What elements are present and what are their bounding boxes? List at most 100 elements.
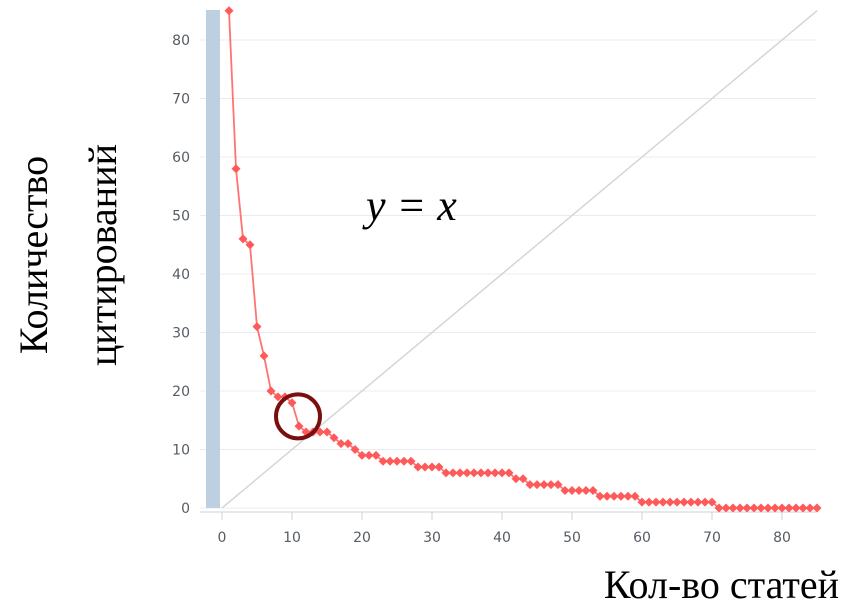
data-point-marker bbox=[497, 468, 507, 478]
data-point-marker bbox=[693, 497, 703, 507]
x-tick-label: 10 bbox=[283, 530, 301, 546]
y-tick-label: 20 bbox=[172, 384, 190, 400]
data-point-marker bbox=[245, 240, 255, 250]
reference-line-y-equals-x bbox=[221, 10, 818, 509]
x-tick-label: 40 bbox=[493, 530, 511, 546]
data-point-marker bbox=[812, 503, 822, 513]
data-point-marker bbox=[294, 421, 304, 431]
data-point-marker bbox=[322, 427, 332, 437]
data-point-marker bbox=[581, 485, 591, 495]
data-point-marker bbox=[728, 503, 738, 513]
data-point-marker bbox=[336, 439, 346, 449]
x-tick-label: 70 bbox=[703, 530, 721, 546]
data-point-marker bbox=[287, 398, 297, 408]
data-point-marker bbox=[616, 491, 626, 501]
data-point-marker bbox=[462, 468, 472, 478]
x-tick-label: 0 bbox=[218, 530, 227, 546]
x-tick-label: 30 bbox=[423, 530, 441, 546]
data-point-marker bbox=[385, 456, 395, 466]
data-point-marker bbox=[448, 468, 458, 478]
data-point-marker bbox=[238, 234, 248, 244]
data-point-marker bbox=[742, 503, 752, 513]
data-point-marker bbox=[798, 503, 808, 513]
data-point-marker bbox=[623, 491, 633, 501]
data-point-marker bbox=[224, 6, 234, 16]
series-markers bbox=[224, 6, 822, 513]
data-point-marker bbox=[770, 503, 780, 513]
data-point-marker bbox=[476, 468, 486, 478]
data-point-marker bbox=[700, 497, 710, 507]
data-point-marker bbox=[343, 439, 353, 449]
data-point-marker bbox=[763, 503, 773, 513]
data-point-marker bbox=[525, 480, 535, 490]
x-tick-label: 80 bbox=[773, 530, 791, 546]
data-point-marker bbox=[714, 503, 724, 513]
data-point-marker bbox=[735, 503, 745, 513]
y-tick-label: 10 bbox=[172, 443, 190, 459]
data-point-marker bbox=[539, 480, 549, 490]
data-point-marker bbox=[630, 491, 640, 501]
data-point-marker bbox=[686, 497, 696, 507]
data-point-marker bbox=[427, 462, 437, 472]
data-point-marker bbox=[441, 468, 451, 478]
x-axis: 0 10 20 30 40 50 60 70 80 bbox=[200, 511, 816, 546]
data-point-marker bbox=[644, 497, 654, 507]
data-point-marker bbox=[574, 485, 584, 495]
data-point-marker bbox=[560, 485, 570, 495]
y-axis-title-line-2: цитирований bbox=[80, 144, 125, 366]
data-point-marker bbox=[364, 450, 374, 460]
y-tick-label: 80 bbox=[172, 33, 190, 49]
data-point-marker bbox=[371, 450, 381, 460]
data-point-marker bbox=[273, 392, 283, 402]
data-point-marker bbox=[329, 433, 339, 443]
data-point-marker bbox=[567, 485, 577, 495]
equation-annotation: y = x bbox=[362, 181, 457, 230]
data-point-marker bbox=[399, 456, 409, 466]
data-point-marker bbox=[609, 491, 619, 501]
data-point-marker bbox=[266, 386, 276, 396]
data-point-marker bbox=[546, 480, 556, 490]
data-point-marker bbox=[406, 456, 416, 466]
y-tick-label: 30 bbox=[172, 326, 190, 342]
x-tick-label: 60 bbox=[633, 530, 651, 546]
data-point-marker bbox=[420, 462, 430, 472]
y-tick-label: 70 bbox=[172, 92, 190, 108]
data-point-marker bbox=[672, 497, 682, 507]
data-point-marker bbox=[252, 322, 262, 332]
data-point-marker bbox=[777, 503, 787, 513]
y-tick-label: 60 bbox=[172, 150, 190, 166]
data-point-marker bbox=[357, 450, 367, 460]
y-axis-title-line-1: Количество bbox=[11, 156, 56, 354]
data-point-marker bbox=[490, 468, 500, 478]
data-point-marker bbox=[756, 503, 766, 513]
x-tick-label: 50 bbox=[563, 530, 581, 546]
data-point-marker bbox=[588, 485, 598, 495]
data-point-marker bbox=[602, 491, 612, 501]
data-point-marker bbox=[413, 462, 423, 472]
data-point-marker bbox=[350, 445, 360, 454]
y-axis-band bbox=[206, 10, 220, 508]
data-point-marker bbox=[553, 480, 563, 490]
data-point-marker bbox=[805, 503, 815, 513]
data-point-marker bbox=[378, 456, 388, 466]
data-point-marker bbox=[504, 468, 514, 478]
data-point-marker bbox=[595, 491, 605, 501]
data-point-marker bbox=[532, 480, 542, 490]
x-tick-label: 20 bbox=[353, 530, 371, 546]
data-point-marker bbox=[791, 503, 801, 513]
data-point-marker bbox=[749, 503, 759, 513]
data-point-marker bbox=[483, 468, 493, 478]
h-index-highlight-circle bbox=[274, 392, 322, 441]
y-tick-label: 0 bbox=[181, 501, 190, 517]
data-point-marker bbox=[679, 497, 689, 507]
grid-lines bbox=[200, 39, 816, 509]
data-point-marker bbox=[784, 503, 794, 513]
data-point-marker bbox=[665, 497, 675, 507]
y-tick-label: 40 bbox=[172, 267, 190, 283]
data-point-marker bbox=[231, 164, 241, 174]
data-point-marker bbox=[259, 351, 269, 361]
data-point-marker bbox=[469, 468, 479, 478]
data-point-marker bbox=[707, 497, 717, 507]
data-point-marker bbox=[658, 497, 668, 507]
